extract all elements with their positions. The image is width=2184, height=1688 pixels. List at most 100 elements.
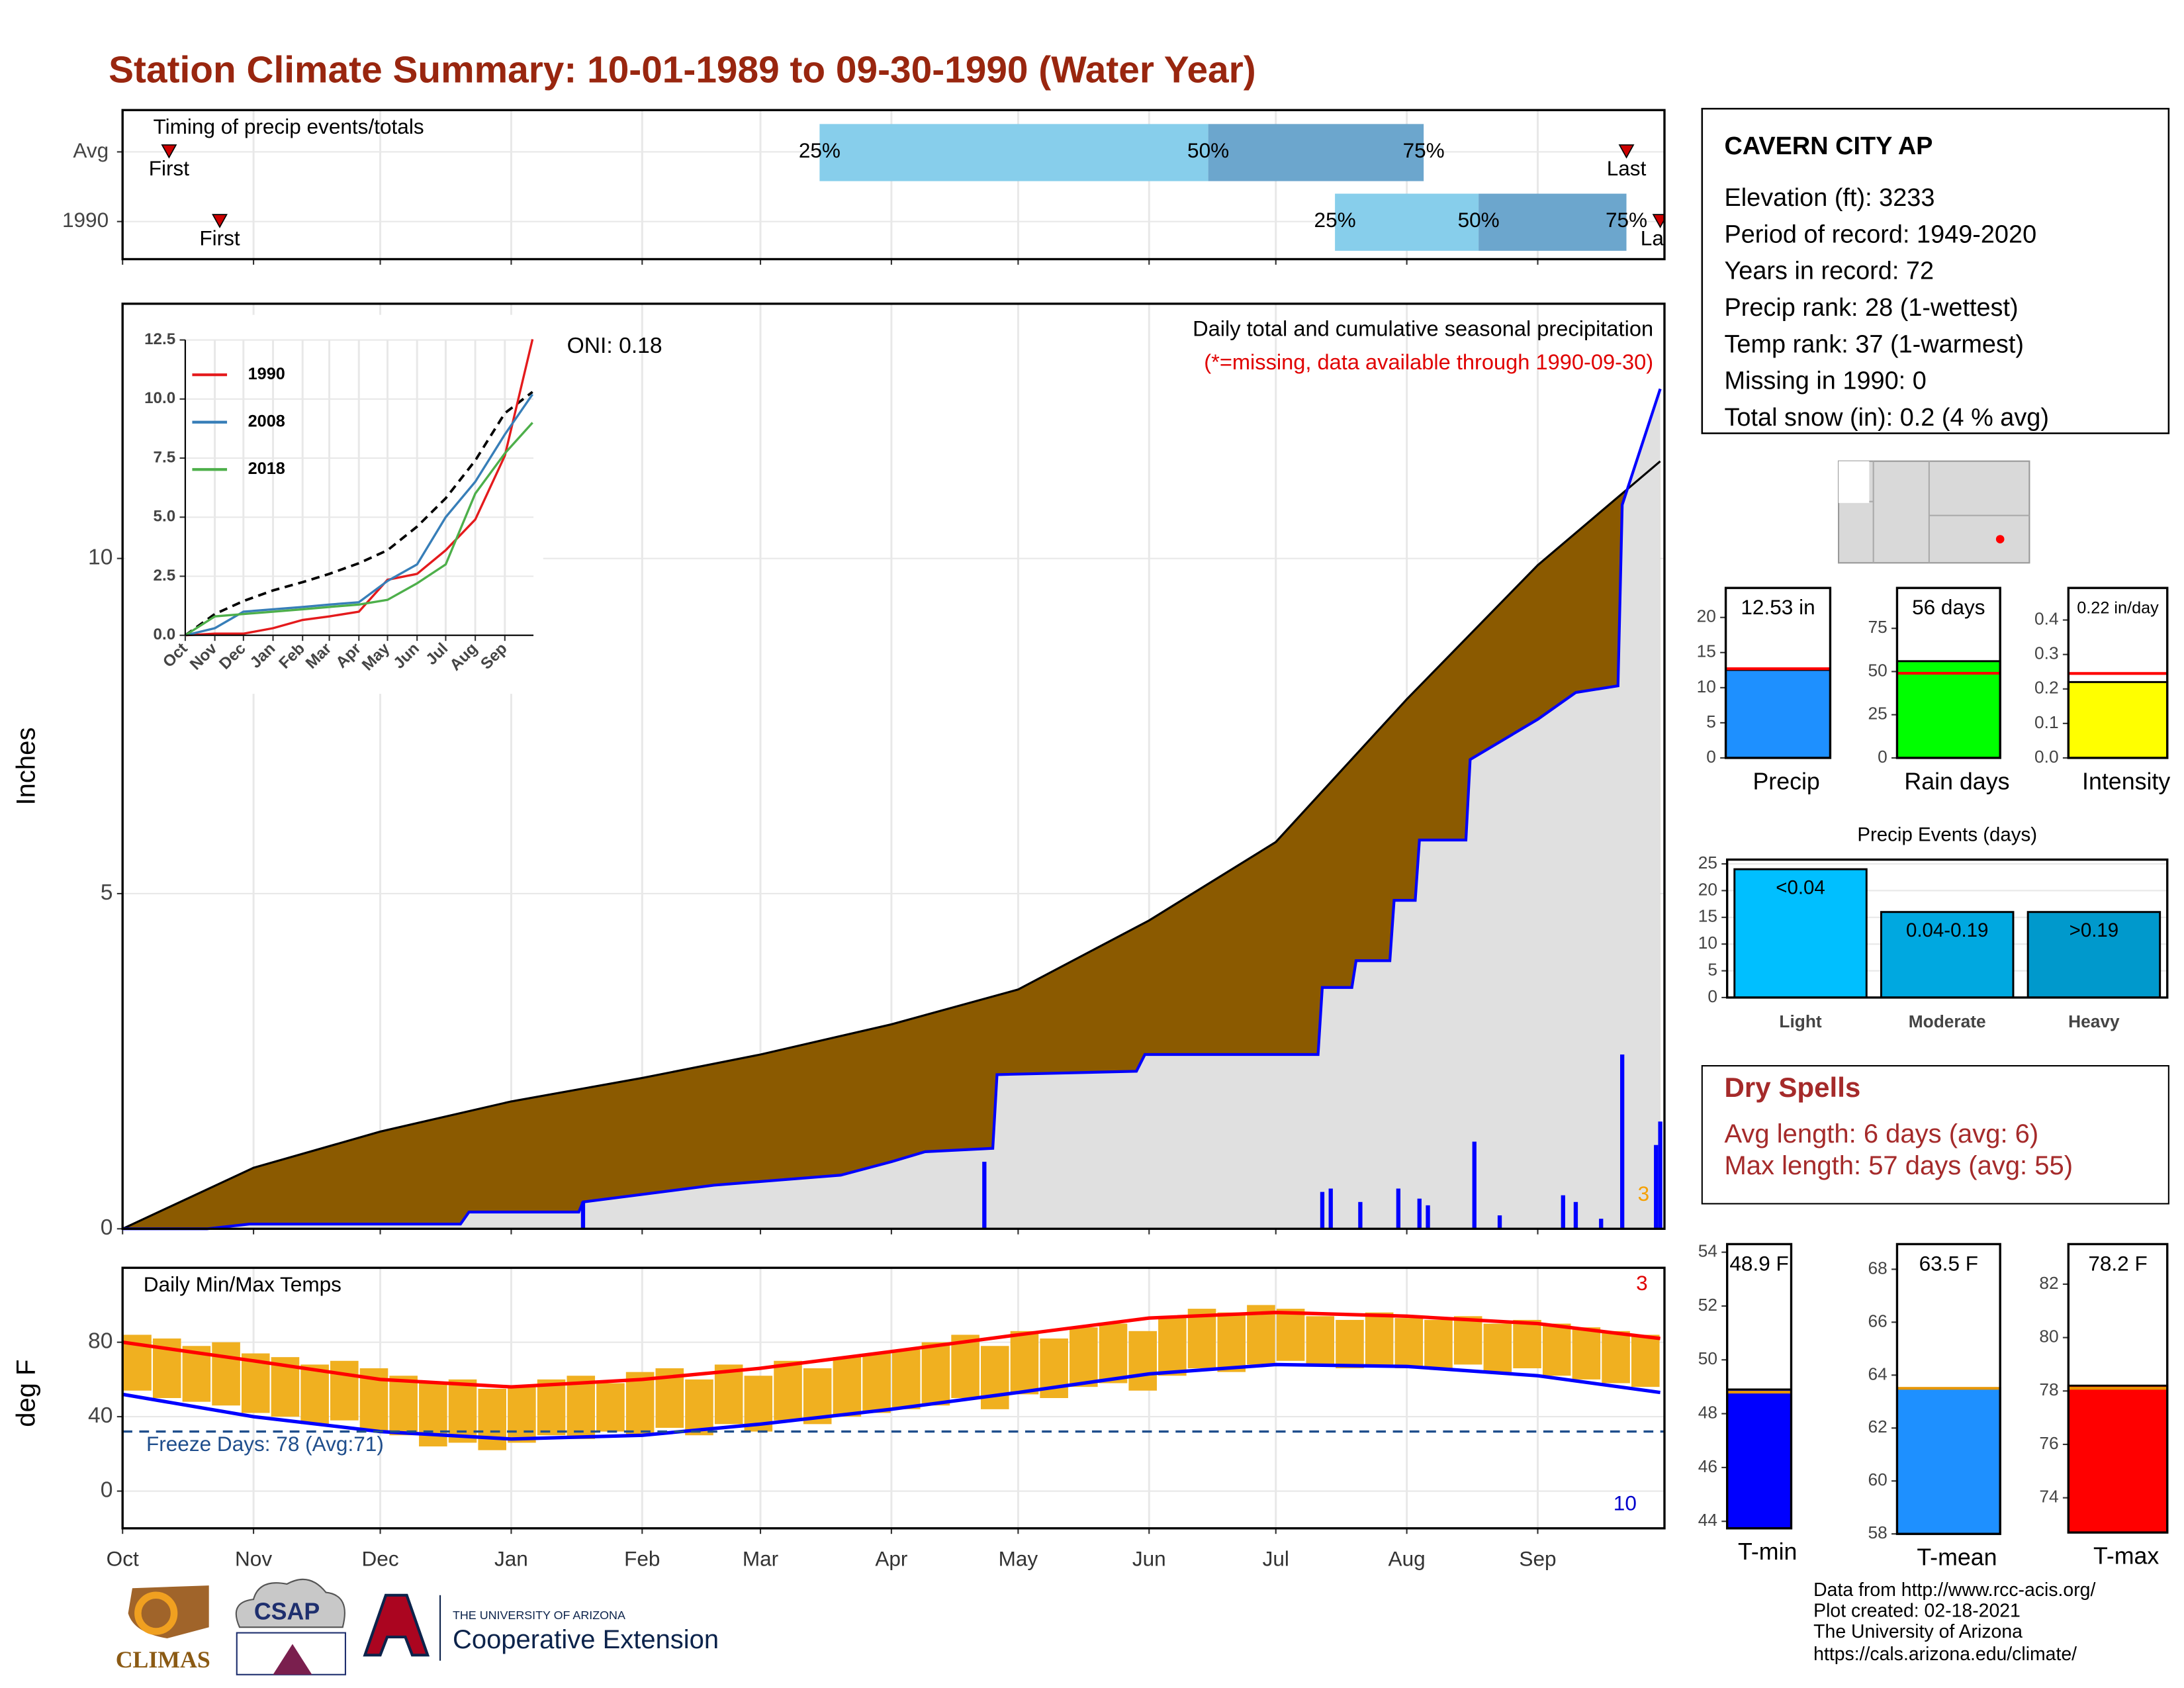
temp-range-bar: [1483, 1323, 1512, 1372]
average-line: [122, 460, 1661, 1230]
temp-range-bar: [980, 1346, 1009, 1409]
map: [1838, 460, 2030, 564]
y-tick-label: 20: [1698, 879, 1717, 899]
event-label: First: [199, 226, 240, 250]
temp-range-bar: [478, 1388, 507, 1450]
footer-line: Data from http://www.rcc-acis.org/: [1813, 1579, 2095, 1601]
bin-label: 0.04-0.19: [1906, 919, 1988, 941]
quartile-label: 75%: [1403, 138, 1445, 162]
climas-logo-ring: [134, 1591, 178, 1635]
logos: CLIMAS CSAP THE UNIVERSITY OF ARIZONA Co…: [116, 1578, 719, 1675]
y-axis-label: deg F: [12, 1360, 41, 1427]
event-marker: [1618, 144, 1635, 159]
y-tick-label: 25: [1698, 853, 1717, 872]
footer-line: The University of Arizona: [1813, 1621, 2023, 1642]
temp-range-bar: [1453, 1316, 1482, 1365]
station-box: [1701, 107, 2170, 434]
y-tick-label: 12.5: [144, 330, 175, 348]
bin-label: >0.19: [2070, 919, 2119, 941]
x-tick-label: Sep: [1519, 1547, 1556, 1571]
observed-area: [122, 389, 1661, 1229]
temp-range-bar: [862, 1353, 891, 1413]
dry-spells-line: Avg length: 6 days (avg: 6): [1724, 1119, 2038, 1149]
temp-range-bar: [508, 1387, 536, 1443]
station-name: CAVERN CITY AP: [1724, 132, 1933, 160]
daily-bar: [1573, 1201, 1578, 1229]
temp-range-bar: [1069, 1327, 1098, 1387]
y-tick-label: 5: [1707, 960, 1717, 980]
temp-range-bar: [1010, 1331, 1039, 1395]
daily-bar: [1320, 1192, 1325, 1229]
station-lines: Elevation (ft): 3233 Period of record: 19…: [1724, 184, 2048, 432]
station-line: Temp rank: 37 (1-warmest): [1724, 330, 2024, 358]
quartile-label: 25%: [799, 138, 841, 162]
y-tick-label: 20: [1697, 606, 1716, 626]
temp-range-bar: [1276, 1309, 1305, 1361]
y-tick-label: 5.0: [154, 508, 176, 526]
dry-spells-box: [1701, 1064, 2169, 1205]
corner-label: 3: [1638, 1182, 1650, 1205]
temp-range-bar: [1542, 1323, 1571, 1376]
station-location: [1995, 535, 2005, 543]
panel-title: Daily Min/Max Temps: [144, 1272, 341, 1296]
value-label: 48.9 F: [1729, 1251, 1788, 1275]
y-tick-label: 44: [1698, 1510, 1717, 1530]
daily-bar: [1497, 1215, 1502, 1229]
gauge-label: T-min: [1738, 1538, 1797, 1565]
x-tick-label: Heavy: [2068, 1011, 2120, 1031]
y-tick-label: 0: [101, 1215, 113, 1240]
value-label: 63.5 F: [1919, 1251, 1978, 1275]
plot-frame: [121, 109, 1666, 261]
plot-frame: [121, 1266, 1666, 1530]
temp-range-bar: [389, 1376, 418, 1436]
x-tick-label: Jun: [1132, 1547, 1166, 1571]
x-tick-label: Nov: [235, 1547, 272, 1571]
value-label: 78.2 F: [2088, 1251, 2147, 1275]
y-tick-label: 74: [2039, 1487, 2058, 1507]
bin-label: <0.04: [1776, 876, 1825, 898]
series-line: [185, 393, 534, 637]
daily-bar: [982, 1162, 987, 1229]
daily-bar: [1396, 1188, 1401, 1229]
daily-bar: [1472, 1141, 1477, 1229]
panel-title: Precip Events (days): [1857, 824, 2037, 846]
y-tick-label: 5: [1706, 712, 1716, 731]
plot-frame: [121, 303, 1666, 1230]
temp-range-bar: [567, 1376, 596, 1439]
event-label: Last: [1607, 156, 1647, 180]
daily-bar: [1358, 1201, 1363, 1229]
temp-range-bar: [1158, 1316, 1187, 1376]
y-tick-label: 0.2: [2034, 678, 2059, 698]
station-line: Precip rank: 28 (1-wettest): [1724, 294, 2018, 322]
station-line: Missing in 1990: 0: [1724, 367, 1926, 395]
plot-frame: [1895, 1243, 2001, 1535]
y-tick-label: 0.0: [154, 626, 176, 643]
temp-range-bar: [625, 1372, 655, 1436]
quartile-bar: [819, 124, 1208, 181]
temp-range-bar: [951, 1335, 979, 1398]
footer-line: Plot created: 02-18-2021: [1813, 1601, 2021, 1622]
timing-rows: 25% 50% 75% First Last 25% 50% 75% First Last: [122, 124, 1664, 251]
value-label: 12.53 in: [1741, 595, 1815, 619]
x-tick-label: Apr: [875, 1547, 907, 1571]
inset-bg: [125, 314, 543, 694]
temp-range-bar: [1394, 1318, 1424, 1369]
y-tick-label: 0.3: [2034, 643, 2059, 663]
daily-bar: [1417, 1198, 1422, 1229]
extension-text: Cooperative Extension: [453, 1625, 719, 1654]
temp-range-bar: [537, 1379, 566, 1436]
plot-frame: [2067, 1243, 2169, 1534]
y-axis-label: Inches: [12, 727, 41, 806]
daily-bar: [1654, 1145, 1659, 1229]
daily-bar: [1620, 1055, 1625, 1229]
quartile-bar: [1208, 124, 1424, 181]
temp-range-bar: [448, 1379, 477, 1443]
climas-text: CLIMAS: [116, 1646, 210, 1673]
y-tick-label: 0: [1878, 747, 1888, 767]
row-label: Avg: [73, 138, 109, 162]
y-tick-label: 48: [1698, 1403, 1717, 1423]
event-label: First: [149, 156, 190, 180]
y-tick-label: 62: [1868, 1417, 1887, 1436]
y-tick-label: 82: [2039, 1273, 2058, 1293]
